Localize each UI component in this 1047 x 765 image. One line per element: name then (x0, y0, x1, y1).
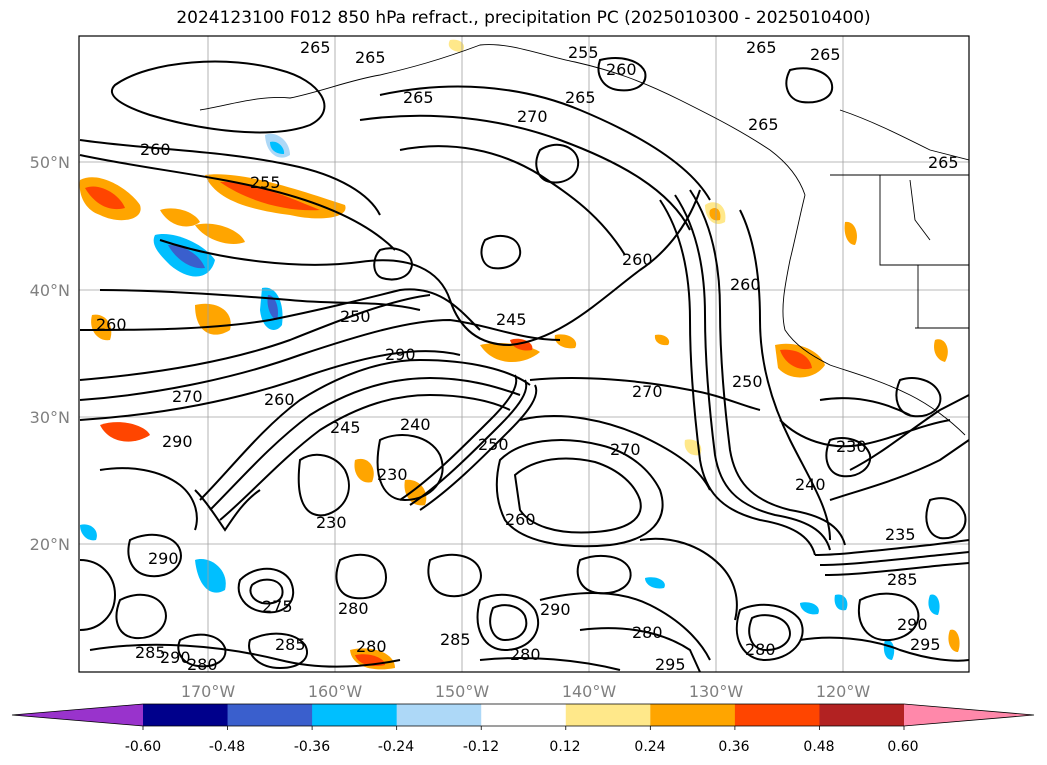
colorbar-segment (565, 704, 651, 726)
colorbar-tick-label: -0.12 (463, 739, 499, 755)
contour-label: 260 (140, 140, 171, 159)
contour-label: 280 (356, 637, 387, 656)
contour-label: 260 (606, 60, 637, 79)
contour-label-group: 265 265 255 260 265 265 265 270 265 260 … (96, 38, 959, 674)
contour-label: 290 (897, 615, 928, 634)
longitude-axis: 170°W 160°W 150°W 140°W 130°W 120°W (181, 682, 871, 701)
colorbar-segment (396, 704, 482, 726)
lon-label: 150°W (435, 682, 490, 701)
contour-label: 275 (262, 597, 293, 616)
colorbar-tick-label: 0.12 (549, 739, 580, 755)
colorbar-extend-max (904, 704, 1034, 726)
contour-label: 250 (478, 435, 509, 454)
colorbar-segment (143, 704, 229, 726)
contour-label: 260 (622, 250, 653, 269)
lat-label: 20°N (30, 535, 70, 554)
contour-label: 260 (264, 390, 295, 409)
contour-label: 295 (910, 635, 941, 654)
colorbar-tick-label: -0.48 (209, 739, 245, 755)
contour-label: 240 (400, 415, 431, 434)
lon-label: 120°W (816, 682, 871, 701)
latitude-axis: 50°N 40°N 30°N 20°N (30, 153, 70, 554)
colorbar-segment (312, 704, 398, 726)
colorbar (11, 703, 1035, 730)
contour-label: 290 (540, 600, 571, 619)
contour-label: 265 (928, 153, 959, 172)
contour-label: 235 (885, 525, 916, 544)
map-border (78, 35, 970, 673)
contour-label: 280 (510, 645, 541, 664)
contour-label: 290 (385, 345, 416, 364)
contour-label: 285 (440, 630, 471, 649)
contour-label: 230 (377, 465, 408, 484)
contour-label: 245 (330, 418, 361, 437)
contour-label: 280 (632, 623, 663, 642)
contour-label: 265 (746, 38, 777, 57)
contour-label: 270 (517, 107, 548, 126)
colorbar-tick-label: -0.36 (294, 739, 330, 755)
colorbar-tick-label: 0.48 (803, 739, 834, 755)
contour-label: 265 (748, 115, 779, 134)
contour-label: 260 (96, 315, 127, 334)
colorbar-tick-label: 0.24 (634, 739, 665, 755)
contour-label: 260 (505, 510, 536, 529)
colorbar-tick-label: 0.36 (718, 739, 749, 755)
lat-label: 50°N (30, 153, 70, 172)
colorbar-tick-label: 0.60 (887, 739, 918, 755)
contour-label: 290 (162, 432, 193, 451)
contour-label: 270 (172, 387, 203, 406)
colorbar-segment (734, 704, 820, 726)
lat-label: 40°N (30, 281, 70, 300)
contour-label: 265 (355, 48, 386, 67)
contour-label: 280 (338, 599, 369, 618)
contour-label: 260 (730, 275, 761, 294)
contour-label: 280 (187, 655, 218, 674)
colorbar-extend-min (12, 704, 143, 726)
contour-label: 270 (632, 382, 663, 401)
lon-label: 130°W (689, 682, 744, 701)
contour-label: 290 (160, 648, 191, 667)
lon-label: 170°W (181, 682, 236, 701)
lat-label: 30°N (30, 408, 70, 427)
contour-label: 265 (300, 38, 331, 57)
lon-label: 140°W (562, 682, 617, 701)
contour-label: 265 (810, 45, 841, 64)
contour-label: 285 (275, 635, 306, 654)
colorbar-segment (481, 704, 567, 726)
contour-label: 230 (316, 513, 347, 532)
contour-label: 270 (610, 440, 641, 459)
contour-label: 230 (836, 437, 867, 456)
contour-label: 285 (887, 570, 918, 589)
colorbar-segment (819, 704, 905, 726)
coastlines (199, 44, 969, 436)
contour-label: 265 (403, 88, 434, 107)
contour-label: 250 (732, 372, 763, 391)
contour-label: 245 (496, 310, 527, 329)
refractivity-contours (79, 57, 969, 672)
contour-label: 280 (745, 640, 776, 659)
contour-label: 255 (568, 43, 599, 62)
contour-label: 250 (340, 307, 371, 326)
map-title: 2024123100 F012 850 hPa refract., precip… (176, 8, 871, 28)
grid-lines (79, 36, 969, 672)
contour-label: 285 (135, 643, 166, 662)
contour-label: 265 (565, 88, 596, 107)
lon-label: 160°W (308, 682, 363, 701)
contour-label: 240 (795, 475, 826, 494)
colorbar-tick-label: -0.24 (378, 739, 414, 755)
colorbar-segment (227, 704, 313, 726)
colorbar-segment (650, 704, 736, 726)
contour-label: 255 (250, 173, 281, 192)
contour-label: 295 (655, 655, 686, 674)
colorbar-labels: -0.60 -0.48 -0.36 -0.24 -0.12 0.12 0.24 … (125, 739, 919, 755)
contour-label: 290 (148, 549, 179, 568)
colorbar-tick-label: -0.60 (125, 739, 161, 755)
